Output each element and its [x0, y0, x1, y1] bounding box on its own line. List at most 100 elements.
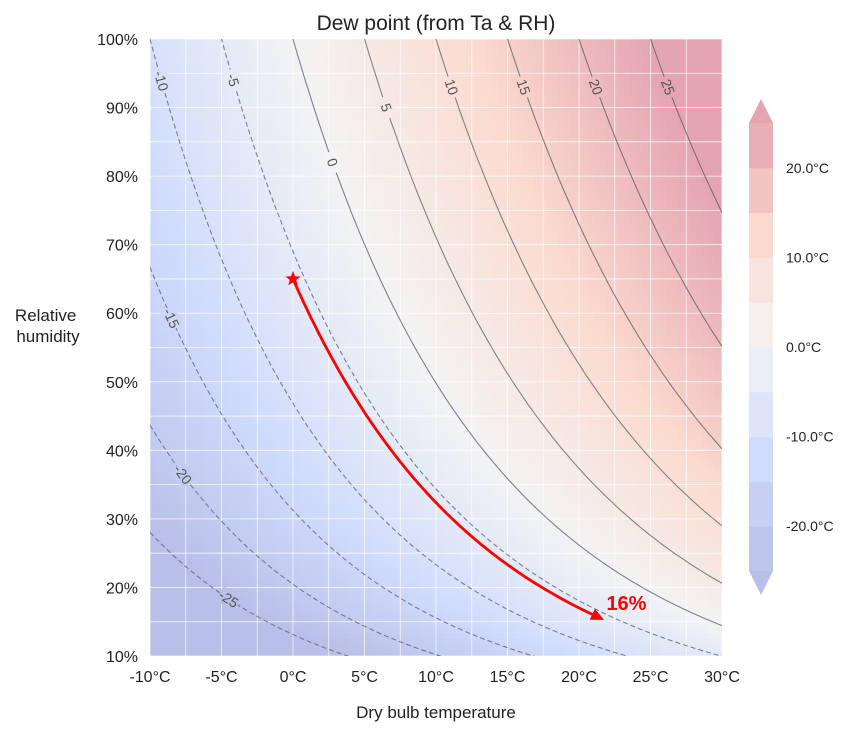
heatmap-cell — [180, 381, 187, 388]
heatmap-cell — [234, 639, 241, 646]
heatmap-cell — [420, 153, 427, 160]
heatmap-cell — [246, 567, 253, 574]
heatmap-cell — [378, 561, 385, 568]
heatmap-cell — [324, 465, 331, 472]
heatmap-cell — [270, 333, 277, 340]
heatmap-cell — [354, 285, 361, 292]
heatmap-cell — [408, 561, 415, 568]
heatmap-cell — [372, 597, 379, 604]
heatmap-cell — [408, 177, 415, 184]
heatmap-cell — [390, 393, 397, 400]
heatmap-cell — [264, 579, 271, 586]
heatmap-cell — [270, 105, 277, 112]
heatmap-cell — [306, 573, 313, 580]
heatmap-cell — [198, 639, 205, 646]
heatmap-cell — [390, 273, 397, 280]
heatmap-cell — [402, 57, 409, 64]
heatmap-cell — [276, 435, 283, 442]
heatmap-cell — [342, 621, 349, 628]
heatmap-cell — [300, 333, 307, 340]
heatmap-cell — [306, 45, 313, 52]
heatmap-cell — [408, 591, 415, 598]
heatmap-cell — [384, 483, 391, 490]
heatmap-cell — [366, 189, 373, 196]
heatmap-cell — [270, 603, 277, 610]
heatmap-cell — [336, 231, 343, 238]
heatmap-cell — [336, 267, 343, 274]
heatmap-cell — [168, 183, 175, 190]
heatmap-cell — [330, 525, 337, 532]
heatmap-cell — [198, 561, 205, 568]
heatmap-cell — [360, 393, 367, 400]
heatmap-cell — [186, 141, 193, 148]
heatmap-cell — [288, 627, 295, 634]
heatmap-cell — [240, 147, 247, 154]
heatmap-cell — [276, 495, 283, 502]
heatmap-cell — [288, 567, 295, 574]
heatmap-cell — [282, 645, 289, 652]
heatmap-cell — [372, 117, 379, 124]
heatmap-cell — [156, 585, 163, 592]
heatmap-cell — [216, 279, 223, 286]
heatmap-cell — [246, 351, 253, 358]
heatmap-cell — [360, 315, 367, 322]
heatmap-cell — [402, 195, 409, 202]
heatmap-cell — [414, 567, 421, 574]
heatmap-cell — [378, 453, 385, 460]
heatmap-cell — [360, 225, 367, 232]
heatmap-cell — [264, 45, 271, 52]
heatmap-cell — [186, 261, 193, 268]
heatmap-cell — [366, 357, 373, 364]
heatmap-cell — [216, 429, 223, 436]
heatmap-cell — [168, 555, 175, 562]
heatmap-cell — [312, 597, 319, 604]
heatmap-cell — [186, 543, 193, 550]
heatmap-cell — [372, 411, 379, 418]
heatmap-cell — [186, 321, 193, 328]
heatmap-cell — [414, 465, 421, 472]
heatmap-cell — [204, 63, 211, 70]
heatmap-cell — [204, 423, 211, 430]
heatmap-cell — [168, 603, 175, 610]
heatmap-cell — [234, 183, 241, 190]
heatmap-cell — [342, 633, 349, 640]
heatmap-cell — [150, 51, 157, 58]
heatmap-cell — [426, 147, 433, 154]
heatmap-cell — [360, 45, 367, 52]
heatmap-cell — [282, 555, 289, 562]
heatmap-cell — [348, 291, 355, 298]
heatmap-cell — [270, 195, 277, 202]
heatmap-cell — [366, 603, 373, 610]
heatmap-cell — [228, 453, 235, 460]
heatmap-cell — [264, 621, 271, 628]
heatmap-cell — [228, 369, 235, 376]
heatmap-cell — [402, 303, 409, 310]
heatmap-cell — [354, 75, 361, 82]
heatmap-cell — [312, 231, 319, 238]
heatmap-cell — [372, 195, 379, 202]
heatmap-cell — [210, 489, 217, 496]
heatmap-cell — [348, 363, 355, 370]
heatmap-cell — [300, 309, 307, 316]
heatmap-cell — [420, 477, 427, 484]
heatmap-cell — [228, 651, 235, 656]
heatmap-cell — [366, 321, 373, 328]
heatmap-cell — [186, 213, 193, 220]
heatmap-cell — [366, 651, 373, 656]
heatmap-cell — [414, 231, 421, 238]
heatmap-cell — [240, 651, 247, 656]
heatmap-cell — [432, 477, 439, 484]
heatmap-cell — [294, 453, 301, 460]
heatmap-cell — [432, 105, 439, 112]
heatmap-cell — [252, 261, 259, 268]
heatmap-cell — [216, 177, 223, 184]
heatmap-cell — [384, 315, 391, 322]
heatmap-cell — [258, 483, 265, 490]
heatmap-cell — [198, 141, 205, 148]
heatmap-cell — [408, 243, 415, 250]
heatmap-cell — [426, 561, 433, 568]
heatmap-cell — [414, 543, 421, 550]
heatmap-cell — [168, 399, 175, 406]
heatmap-cell — [240, 411, 247, 418]
heatmap-cell — [252, 567, 259, 574]
